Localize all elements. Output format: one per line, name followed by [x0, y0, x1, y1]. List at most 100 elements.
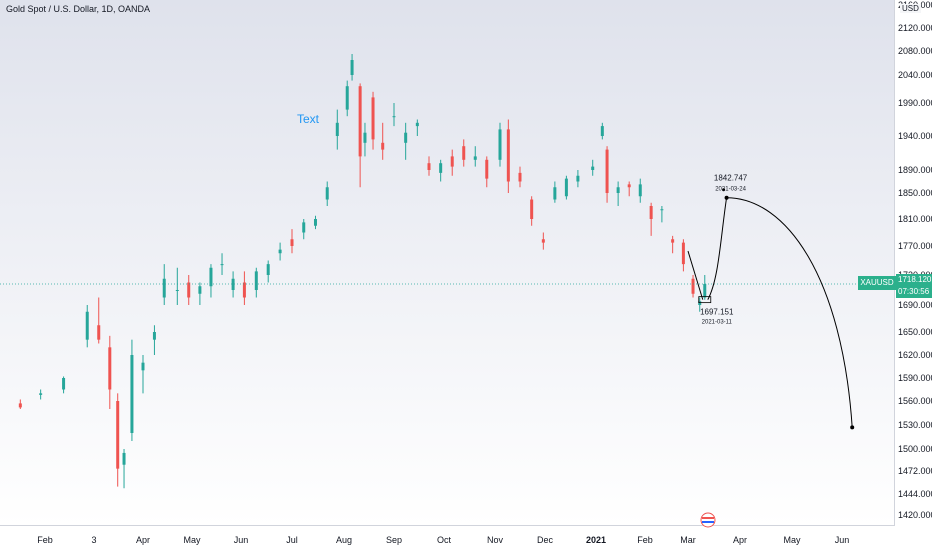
candle-body	[404, 132, 408, 143]
anchor-point[interactable]	[722, 188, 726, 192]
candle-body	[130, 355, 134, 433]
low-date-label: 2021-03-11	[702, 320, 733, 326]
candle-body	[335, 122, 339, 136]
candle-body	[97, 325, 101, 340]
projection-drawing: 1842.747 2021-03-24 1697.151 2021-03-11	[687, 174, 855, 528]
y-tick-label: 1810.000	[898, 214, 932, 224]
candle-body	[162, 278, 166, 298]
chart-title: Gold Spot / U.S. Dollar, 1D, OANDA	[6, 4, 151, 14]
x-tick-label: Apr	[136, 535, 150, 545]
peak-point[interactable]	[724, 195, 729, 200]
plot-background	[0, 0, 894, 526]
candle-body	[530, 199, 534, 219]
candle-body	[108, 347, 112, 390]
y-tick-label: 1620.000	[898, 350, 932, 360]
x-tick-label: Mar	[680, 535, 696, 545]
candle-body	[39, 393, 43, 395]
y-axis-ticks: 1420.000 1444.000 1472.000 1500.000 1530.000…	[898, 0, 932, 520]
candle-body	[175, 290, 179, 291]
x-tick-label: 3	[91, 535, 96, 545]
projection-leg-down[interactable]	[687, 250, 704, 300]
candle-body	[350, 60, 354, 75]
y-tick-label: 1690.000	[898, 300, 932, 310]
candle-body	[325, 187, 329, 200]
y-tick-label: 1472.000	[898, 466, 932, 476]
candle-body	[600, 126, 604, 136]
text-annotation[interactable]: Text	[297, 112, 320, 126]
candle-body	[703, 284, 707, 298]
candle-body	[266, 264, 270, 275]
candle-body	[638, 184, 642, 197]
candle-body	[450, 156, 454, 167]
candle-body	[345, 86, 349, 110]
current-price-box: 1718.120 07:30:56	[896, 274, 932, 298]
x-tick-label: May	[783, 535, 801, 545]
candle-body	[152, 332, 156, 340]
current-price-value: 1718.120	[898, 275, 932, 284]
candle-body	[415, 122, 419, 127]
y-tick-label: 1444.000	[898, 489, 932, 499]
y-tick-label: 1770.000	[898, 241, 932, 251]
projection-leg-fall[interactable]	[726, 197, 853, 428]
countdown-value: 07:30:56	[898, 287, 930, 296]
currency-label[interactable]: USD	[900, 4, 921, 13]
candle-body	[681, 242, 685, 265]
y-tick-label: 1890.000	[898, 165, 932, 175]
candle-body	[209, 267, 213, 287]
candle-body	[649, 206, 653, 219]
x-tick-label: Nov	[487, 535, 504, 545]
y-tick-label: 1990.000	[898, 98, 932, 108]
candle-body	[187, 282, 191, 298]
candle-body	[358, 86, 362, 157]
candle-body	[627, 184, 631, 188]
y-tick-label: 1500.000	[898, 444, 932, 454]
y-tick-label: 1420.000	[898, 510, 932, 520]
candle-body	[242, 282, 246, 298]
x-tick-label: 2021	[586, 535, 606, 545]
low-marker-box[interactable]	[698, 296, 712, 304]
x-axis-ticks: Feb 3 Apr May Jun Jul Aug Sep Oct Nov Dec 2021 Feb Ma…	[37, 535, 849, 545]
flag-icon[interactable]	[700, 512, 716, 528]
y-tick-label: 1850.000	[898, 188, 932, 198]
y-tick-label: 2040.000	[898, 70, 932, 80]
candle-body	[231, 278, 235, 290]
peak-price-label: 1842.747	[714, 174, 748, 183]
y-tick-label: 1940.000	[898, 131, 932, 141]
candle-body	[671, 239, 675, 243]
candle-body	[473, 156, 477, 160]
projection-leg-up[interactable]	[707, 197, 728, 300]
candle-body	[660, 209, 664, 211]
x-tick-label: Jul	[286, 535, 298, 545]
y-tick-label: 2120.000	[898, 23, 932, 33]
time-axis-background	[0, 526, 932, 550]
x-tick-label: Sep	[386, 535, 402, 545]
candle-body	[564, 178, 568, 197]
candle-body	[605, 149, 609, 193]
x-tick-label: Aug	[336, 535, 352, 545]
x-tick-label: Feb	[637, 535, 653, 545]
candle-body	[576, 175, 580, 182]
candle-body	[116, 401, 120, 469]
low-price-label: 1697.151	[700, 308, 734, 317]
candle-body	[485, 159, 489, 179]
candle-body	[498, 129, 502, 160]
candle-body	[427, 163, 431, 170]
candle-body	[371, 97, 375, 140]
candle-body	[278, 249, 282, 254]
y-tick-label: 1530.000	[898, 420, 932, 430]
candle-body	[691, 278, 695, 294]
candle-body	[506, 129, 510, 182]
price-axis-background	[894, 0, 932, 526]
candle-body	[313, 219, 317, 226]
y-tick-label: 1590.000	[898, 373, 932, 383]
y-tick-label: 1560.000	[898, 396, 932, 406]
candle-body	[18, 403, 22, 408]
end-point[interactable]	[850, 425, 855, 430]
candle-body	[616, 187, 620, 193]
candle-body	[122, 452, 126, 465]
candle-body	[698, 301, 702, 305]
candle-body	[541, 239, 545, 243]
x-tick-label: Oct	[437, 535, 452, 545]
x-tick-label: Jun	[234, 535, 249, 545]
